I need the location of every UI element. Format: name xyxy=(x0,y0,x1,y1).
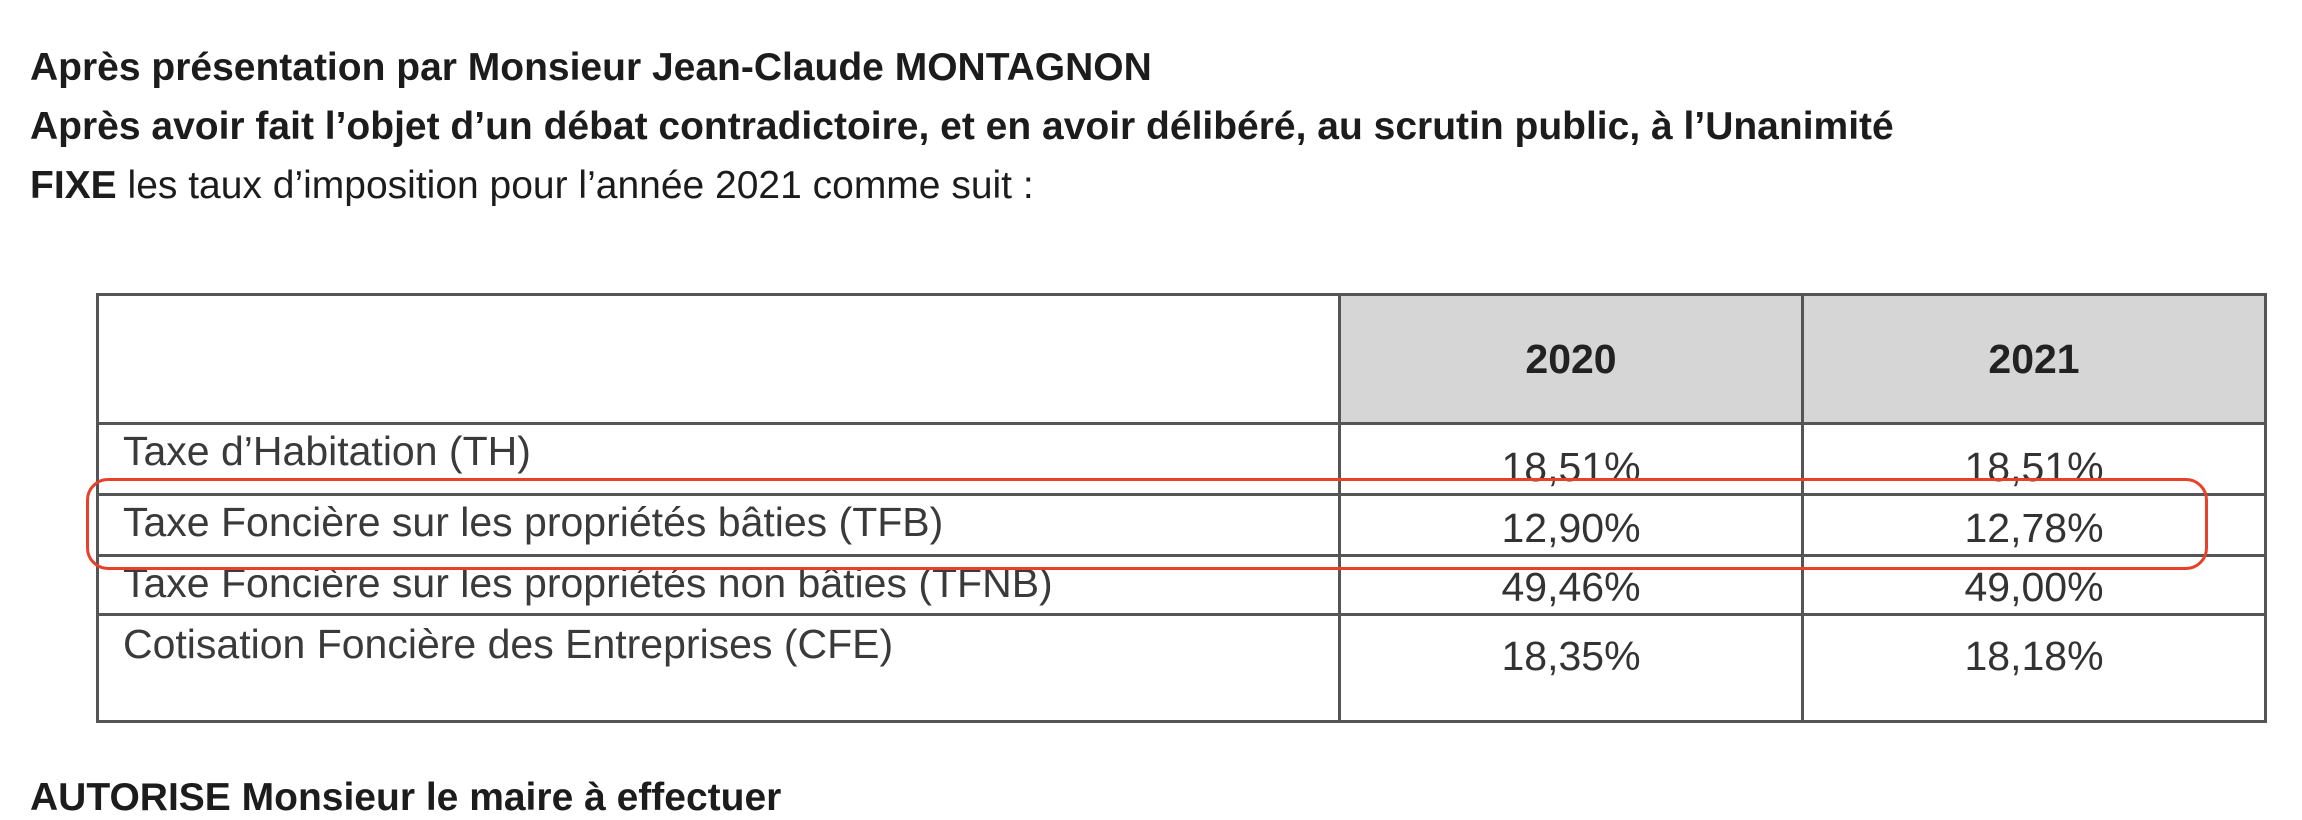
table-corner xyxy=(97,294,1340,424)
column-header-2020: 2020 xyxy=(1338,293,1804,425)
intro-line-deliberation: Après avoir fait l’objet d’un débat cont… xyxy=(30,105,1894,148)
row-label-cfe: Cotisation Foncière des Entreprises (CFE… xyxy=(96,613,1341,723)
table-row: Taxe Foncière sur les propriétés bâties … xyxy=(96,493,2267,557)
decision-keyword: FIXE xyxy=(30,164,117,207)
rate-2020-th: 18,51% xyxy=(1338,422,1804,496)
intro-line-decision: FIXE les taux d’imposition pour l’année … xyxy=(30,156,2270,215)
row-label-th: Taxe d’Habitation (TH) xyxy=(96,422,1341,496)
rate-2020-tfnb: 49,46% xyxy=(1338,554,1804,616)
column-header-2021: 2021 xyxy=(1801,293,2267,425)
table-row: Taxe d’Habitation (TH) 18,51% 18,51% xyxy=(96,422,2267,496)
rate-2021-cfe: 18,18% xyxy=(1801,613,2267,723)
rate-2021-tfb: 12,78% xyxy=(1801,493,2267,557)
rate-2021-tfnb: 49,00% xyxy=(1801,554,2267,616)
rate-2020-tfb: 12,90% xyxy=(1338,493,1804,557)
intro-line-presentation: Après présentation par Monsieur Jean-Cla… xyxy=(30,46,1152,89)
intro-block: Après présentation par Monsieur Jean-Cla… xyxy=(30,38,2270,215)
table-row: Cotisation Foncière des Entreprises (CFE… xyxy=(96,613,2267,723)
rate-2020-cfe: 18,35% xyxy=(1338,613,1804,723)
row-label-tfb: Taxe Foncière sur les propriétés bâties … xyxy=(96,493,1341,557)
cut-off-next-line: AUTORISE Monsieur le maire à effectuer xyxy=(30,776,782,819)
tfb-highlight-annotation xyxy=(86,478,2208,570)
decision-text: les taux d’imposition pour l’année 2021 … xyxy=(116,164,1034,207)
table-header-row: 2020 2021 xyxy=(97,293,2267,425)
